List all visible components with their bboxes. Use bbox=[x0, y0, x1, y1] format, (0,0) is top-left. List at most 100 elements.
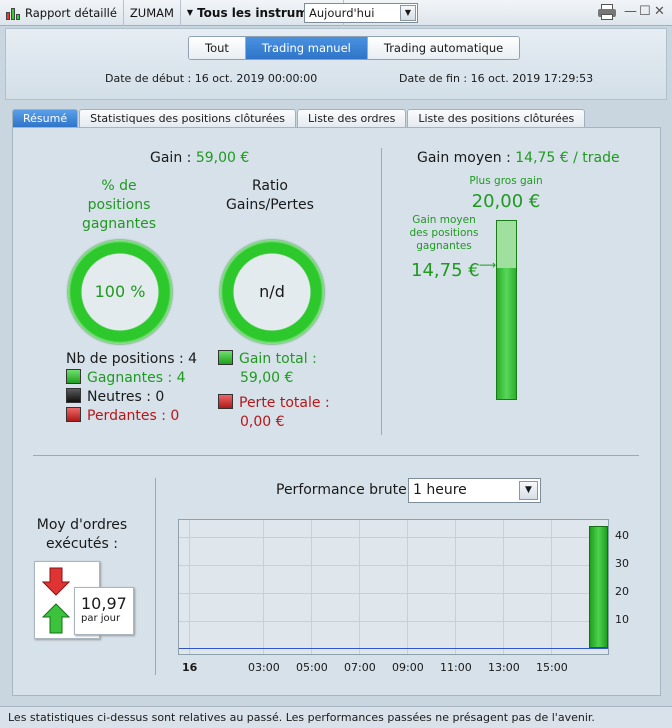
grid-line bbox=[311, 520, 312, 654]
x-tick-label: 03:00 bbox=[248, 661, 280, 674]
report-button[interactable]: Rapport détaillé bbox=[0, 0, 124, 26]
print-icon[interactable] bbox=[598, 4, 616, 20]
winning-row: Gagnantes : 4 bbox=[66, 369, 197, 388]
positions-count: Nb de positions : 4 bbox=[66, 351, 198, 367]
gain-summary: Gain : 59,00 € bbox=[150, 150, 249, 166]
tab-closed-stats[interactable]: Statistiques des positions clôturées bbox=[79, 109, 297, 128]
green-square-icon bbox=[66, 369, 81, 384]
x-tick-label: 15:00 bbox=[536, 661, 568, 674]
orders-title-line: exécutés : bbox=[46, 536, 118, 552]
x-tick-label: 07:00 bbox=[344, 661, 376, 674]
end-date: Date de fin : 16 oct. 2019 17:29:53 bbox=[399, 72, 593, 85]
grid-line bbox=[407, 520, 408, 654]
black-square-icon bbox=[66, 388, 81, 403]
minimize-icon[interactable]: — bbox=[624, 4, 637, 19]
tab-bar: Résumé Statistiques des positions clôtur… bbox=[12, 109, 586, 128]
trading-filter: Tout Trading manuel Trading automatique bbox=[188, 36, 521, 60]
y-tick-label: 10 bbox=[615, 612, 629, 626]
win-pct-title-line: positions bbox=[87, 197, 151, 213]
report-label: Rapport détaillé bbox=[25, 5, 117, 20]
end-date-label: Date de fin : bbox=[399, 72, 468, 85]
grid-line bbox=[179, 564, 608, 566]
orders-value: 10,97 bbox=[81, 594, 127, 613]
avg-win-label-line: Gain moyen bbox=[412, 214, 476, 226]
red-square-icon bbox=[66, 407, 81, 422]
disclaimer-footer: Les statistiques ci-dessus sont relative… bbox=[0, 706, 672, 728]
grid-line bbox=[179, 620, 608, 622]
chevron-down-icon: ▼ bbox=[400, 5, 416, 21]
arrow-right-icon: ⟶ bbox=[479, 258, 497, 272]
ticker-button[interactable]: ZUMAM bbox=[124, 0, 181, 26]
ratio-title: Ratio Gains/Pertes bbox=[218, 177, 322, 215]
gain-gauge-bar bbox=[496, 220, 517, 400]
total-loss-label: Perte totale : bbox=[239, 395, 330, 411]
avg-win-label: Gain moyen des positions gagnantes bbox=[400, 214, 488, 253]
grid-line bbox=[455, 520, 456, 654]
triangle-down-icon: ▼ bbox=[186, 8, 194, 17]
total-gain-value: 59,00 € bbox=[240, 370, 294, 386]
buy-sell-arrows-icon bbox=[41, 567, 71, 634]
ratio-value: n/d bbox=[259, 282, 285, 301]
performance-bar bbox=[589, 525, 608, 649]
grid-line bbox=[551, 520, 552, 654]
y-tick-label: 30 bbox=[615, 556, 629, 570]
chevron-down-icon: ▼ bbox=[519, 481, 538, 500]
x-tick-label: 16 bbox=[182, 661, 198, 674]
x-tick-label: 05:00 bbox=[296, 661, 328, 674]
tab-orders[interactable]: Liste des ordres bbox=[297, 109, 407, 128]
performance-chart bbox=[178, 519, 609, 655]
candlestick-chart-icon bbox=[6, 6, 22, 20]
gain-gauge-fill bbox=[497, 267, 516, 399]
orders-title-line: Moy d'ordres bbox=[36, 517, 128, 533]
tab-closed-positions[interactable]: Liste des positions clôturées bbox=[407, 109, 586, 128]
winning-label: Gagnantes : 4 bbox=[87, 370, 186, 386]
maximize-icon[interactable]: ☐ bbox=[639, 4, 651, 19]
x-tick-label: 13:00 bbox=[488, 661, 520, 674]
neutral-row: Neutres : 0 bbox=[66, 388, 197, 407]
divider-vertical-bottom bbox=[155, 478, 156, 675]
ratio-gauge: n/d bbox=[220, 240, 324, 344]
totals: Gain total : 59,00 € Perte totale : 0,00… bbox=[218, 350, 330, 432]
grid-line bbox=[359, 520, 360, 654]
total-gain-label: Gain total : bbox=[239, 351, 317, 367]
total-loss-value: 0,00 € bbox=[240, 414, 285, 430]
win-pct-title-line: % de bbox=[101, 178, 137, 194]
tab-summary[interactable]: Résumé bbox=[12, 109, 79, 128]
start-date-value: 16 oct. 2019 00:00:00 bbox=[194, 72, 318, 85]
divider-horizontal bbox=[33, 455, 639, 456]
ratio-title-line: Ratio bbox=[252, 178, 288, 194]
losing-label: Perdantes : 0 bbox=[87, 408, 180, 424]
x-tick-label: 11:00 bbox=[440, 661, 472, 674]
grid-line bbox=[179, 536, 608, 538]
start-date: Date de début : 16 oct. 2019 00:00:00 bbox=[105, 72, 317, 85]
biggest-gain-value: 20,00 € bbox=[471, 191, 541, 212]
filter-all-button[interactable]: Tout bbox=[189, 37, 246, 59]
grid-line bbox=[189, 520, 190, 654]
period-select[interactable]: Aujourd'hui ▼ bbox=[304, 3, 418, 23]
start-date-label: Date de début : bbox=[105, 72, 192, 85]
interval-value: 1 heure bbox=[413, 482, 467, 498]
win-pct-gauge: 100 % bbox=[68, 240, 172, 344]
performance-label: Performance brute bbox=[276, 482, 407, 498]
y-tick-label: 20 bbox=[615, 584, 629, 598]
orders-unit: par jour bbox=[81, 613, 121, 624]
filter-auto-button[interactable]: Trading automatique bbox=[367, 37, 520, 59]
win-pct-title: % de positions gagnantes bbox=[68, 177, 170, 234]
orders-value-box: 10,97 par jour bbox=[74, 587, 134, 635]
x-tick-label: 09:00 bbox=[392, 661, 424, 674]
end-date-value: 16 oct. 2019 17:29:53 bbox=[470, 72, 594, 85]
interval-select[interactable]: 1 heure ▼ bbox=[408, 478, 541, 503]
avg-win-label-line: des positions bbox=[409, 227, 479, 239]
neutral-label: Neutres : 0 bbox=[87, 389, 165, 405]
win-pct-value: 100 % bbox=[94, 282, 146, 301]
instruments-label: Tous les instruments bbox=[197, 5, 338, 20]
average-gain: Gain moyen : 14,75 € / trade bbox=[417, 150, 620, 166]
close-icon[interactable]: ✕ bbox=[654, 4, 665, 19]
average-gain-label: Gain moyen : bbox=[417, 150, 511, 166]
grid-line bbox=[179, 592, 608, 594]
gain-label: Gain : bbox=[150, 150, 192, 166]
ratio-title-line: Gains/Pertes bbox=[226, 197, 314, 213]
filter-manual-button[interactable]: Trading manuel bbox=[245, 37, 368, 59]
gain-value: 59,00 € bbox=[195, 150, 250, 166]
avg-win-label-line: gagnantes bbox=[416, 240, 472, 252]
